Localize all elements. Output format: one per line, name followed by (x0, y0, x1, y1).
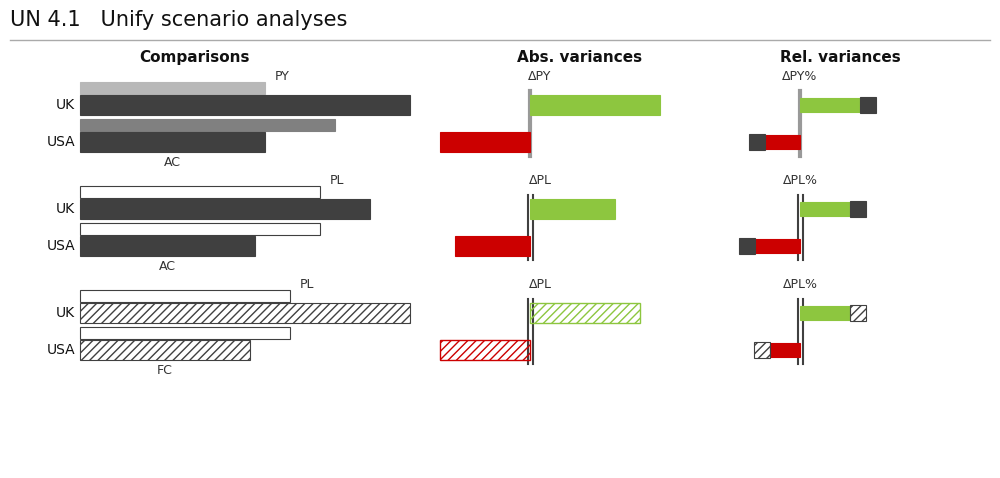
Bar (754, 342, 770, 358)
Text: UN 4.1   Unify scenario analyses: UN 4.1 Unify scenario analyses (10, 10, 347, 30)
Bar (80, 290, 290, 302)
Bar (530, 95, 660, 115)
Bar (440, 132, 530, 152)
Bar (800, 202, 850, 216)
Text: UK: UK (56, 202, 75, 216)
Text: AC: AC (159, 260, 176, 273)
Text: ΔPL%: ΔPL% (782, 174, 818, 187)
Bar (80, 303, 410, 323)
Text: PL: PL (300, 278, 314, 291)
Bar (440, 340, 530, 360)
Bar (80, 95, 410, 115)
Bar (80, 236, 255, 256)
Text: ΔPL: ΔPL (528, 174, 552, 187)
Text: UK: UK (56, 306, 75, 320)
Text: Comparisons: Comparisons (140, 50, 250, 65)
Bar (755, 239, 800, 253)
Bar (80, 223, 320, 235)
Bar (530, 303, 640, 323)
Text: ΔPY%: ΔPY% (782, 70, 818, 83)
Text: USA: USA (46, 239, 75, 253)
Text: PY: PY (275, 70, 290, 83)
Bar (80, 199, 370, 219)
Bar (80, 82, 265, 94)
Bar (455, 236, 530, 256)
Bar (765, 135, 800, 149)
Text: AC: AC (164, 156, 181, 169)
Bar (80, 132, 265, 152)
Bar (800, 306, 850, 320)
Text: PL: PL (330, 174, 344, 187)
Bar (80, 186, 320, 198)
Bar (850, 201, 866, 217)
Text: ΔPY: ΔPY (528, 70, 552, 83)
Bar (530, 303, 640, 323)
Text: UK: UK (56, 98, 75, 112)
Bar (850, 305, 866, 321)
Bar (770, 343, 800, 357)
Bar (440, 340, 530, 360)
Text: ΔPL: ΔPL (528, 278, 552, 291)
Text: ΔPL%: ΔPL% (782, 278, 818, 291)
Text: USA: USA (46, 135, 75, 149)
Text: Abs. variances: Abs. variances (517, 50, 643, 65)
Text: Rel. variances: Rel. variances (780, 50, 900, 65)
Bar (800, 98, 860, 112)
Bar (739, 238, 755, 254)
Bar (80, 340, 250, 360)
Bar (530, 199, 615, 219)
Bar (80, 327, 290, 339)
Bar (80, 119, 335, 131)
Bar (860, 97, 876, 113)
Bar (749, 134, 765, 150)
Text: FC: FC (157, 364, 173, 377)
Text: USA: USA (46, 343, 75, 357)
